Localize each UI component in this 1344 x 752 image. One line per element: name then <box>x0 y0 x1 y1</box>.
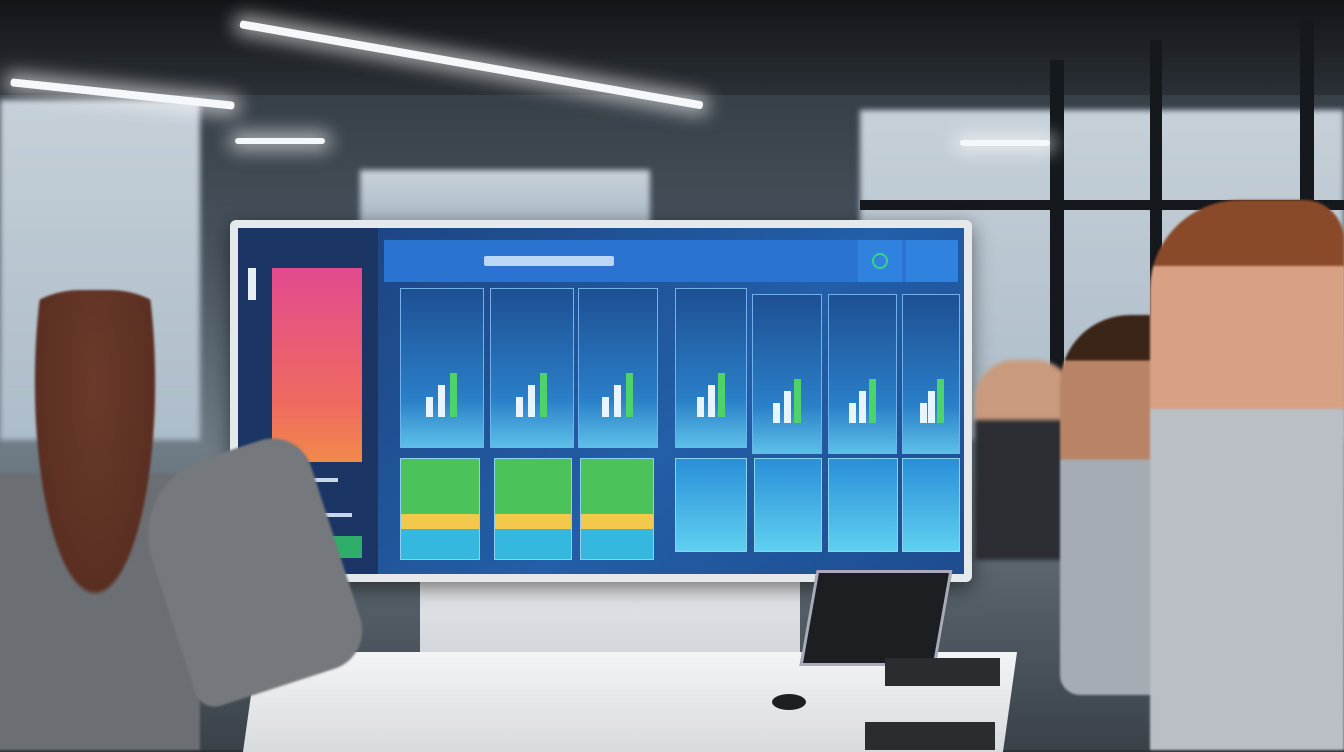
tablet[interactable] <box>799 570 953 666</box>
computer-mouse[interactable] <box>772 694 806 710</box>
chart-bar <box>859 391 867 423</box>
dashboard-card[interactable] <box>400 288 484 448</box>
dashboard-header <box>384 240 958 282</box>
chart-bar <box>773 403 781 423</box>
ceiling <box>0 0 1344 95</box>
chart-bar <box>783 391 791 423</box>
sidebar-panel[interactable] <box>272 268 362 462</box>
keyboard[interactable] <box>865 722 995 750</box>
chart-bar <box>928 391 936 423</box>
header-title <box>484 256 614 266</box>
chart-bar <box>425 397 433 417</box>
dashboard-card[interactable] <box>675 288 747 448</box>
chart-bar <box>515 397 523 417</box>
dashboard-card[interactable] <box>828 458 898 552</box>
chart-bar <box>437 385 445 417</box>
chart-bar <box>450 373 458 417</box>
dashboard-card[interactable] <box>752 294 822 454</box>
laptop-keyboard[interactable] <box>885 658 1000 686</box>
chart-bar <box>849 403 857 423</box>
person-man-standing <box>975 360 1075 560</box>
profile-button[interactable] <box>906 240 958 282</box>
window-frame <box>1050 60 1064 460</box>
monitor <box>230 220 972 582</box>
sidebar-tab[interactable] <box>248 268 256 300</box>
person-man-foreground <box>1150 200 1344 750</box>
chart-bar <box>625 373 633 417</box>
chart-bar <box>919 403 927 423</box>
dashboard-card[interactable] <box>902 294 960 454</box>
chart-bar <box>614 385 622 417</box>
chart-bar <box>707 385 715 417</box>
dashboard-card[interactable] <box>578 288 658 448</box>
status-icon <box>872 253 888 269</box>
window-frame <box>860 200 1344 210</box>
chart-bar <box>602 397 610 417</box>
chart-bar <box>540 373 548 417</box>
dashboard-screen <box>238 228 964 574</box>
chart-bar <box>527 385 535 417</box>
dashboard-card[interactable] <box>490 288 574 448</box>
chart-bar <box>718 373 725 417</box>
chart-bar <box>936 379 944 423</box>
chart-bar <box>869 379 877 423</box>
dashboard-card[interactable] <box>675 458 747 552</box>
dashboard-card[interactable] <box>828 294 897 454</box>
dashboard-card[interactable] <box>494 458 572 560</box>
dashboard-card[interactable] <box>400 458 480 560</box>
dashboard-card[interactable] <box>902 458 960 552</box>
dashboard-card[interactable] <box>754 458 822 552</box>
chart-bar <box>793 379 801 423</box>
dashboard-card[interactable] <box>580 458 654 560</box>
ceiling-light <box>235 138 325 144</box>
chart-bar <box>697 397 704 417</box>
ceiling-light <box>960 140 1050 146</box>
